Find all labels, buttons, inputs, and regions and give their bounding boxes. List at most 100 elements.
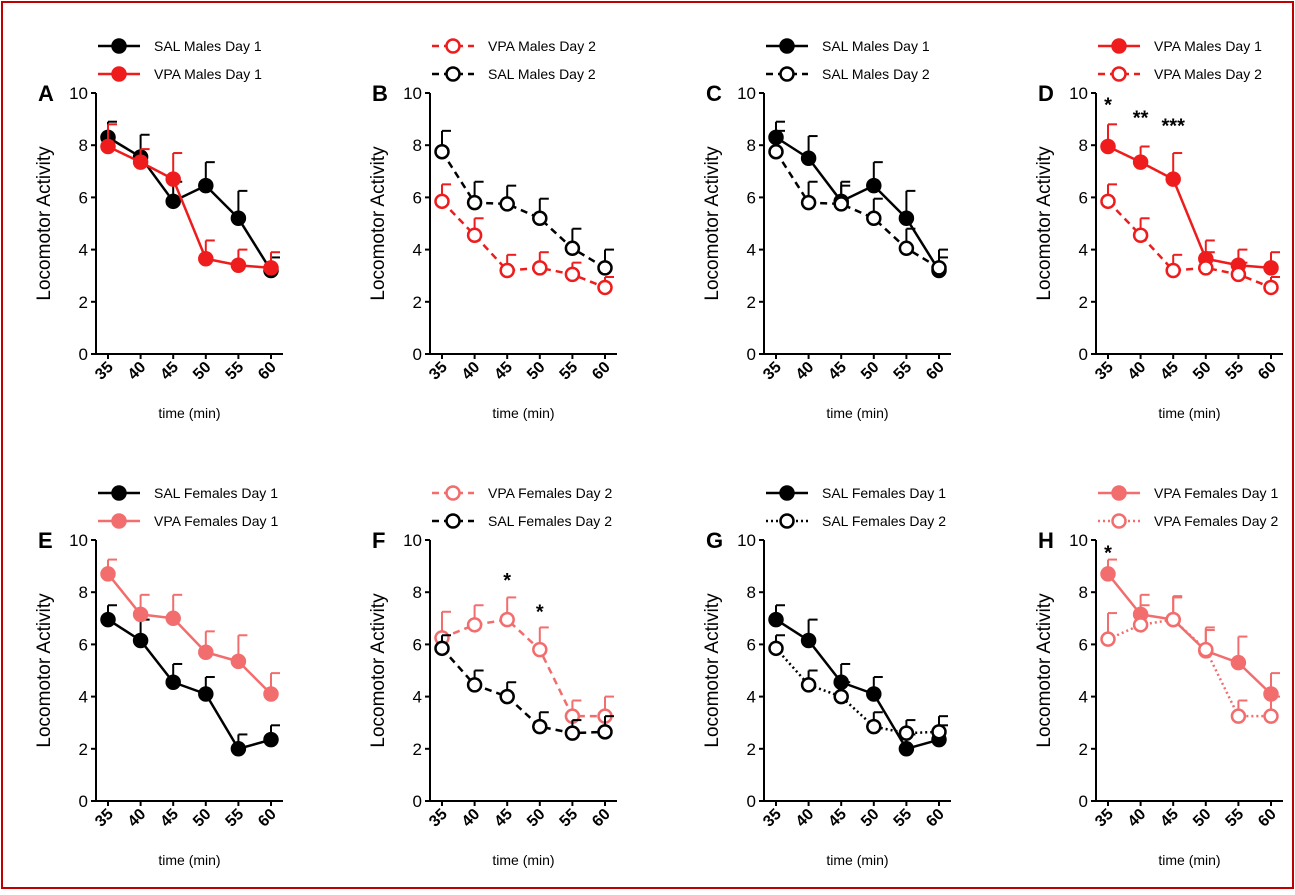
y-tick-label: 0: [1079, 792, 1088, 811]
data-point: [198, 644, 214, 660]
y-tick-label: 6: [747, 188, 756, 207]
data-point: [1230, 266, 1247, 283]
data-point: [1263, 260, 1279, 276]
x-tick-label: 60: [255, 806, 280, 831]
y-tick-label: 4: [747, 688, 756, 707]
legend-swatch-marker: [445, 485, 461, 501]
data-point: [100, 566, 116, 582]
x-tick-label: 55: [1223, 359, 1248, 384]
x-tick-label: 35: [426, 806, 451, 831]
y-tick-label: 4: [1079, 241, 1088, 260]
data-point: [499, 262, 515, 279]
data-point: [1100, 193, 1116, 210]
legend-swatch-marker: [1111, 485, 1127, 501]
data-point: [466, 617, 483, 633]
data-point: [1100, 138, 1116, 155]
y-tick-label: 10: [1069, 84, 1088, 103]
data-point: [198, 177, 214, 194]
data-point: [434, 193, 450, 210]
significance-marker: **: [1133, 107, 1149, 129]
x-tick-label: 35: [1092, 359, 1117, 384]
series-1: [434, 183, 614, 296]
legend-swatch-marker: [1111, 38, 1127, 54]
panel-label: C: [706, 81, 722, 106]
data-point: [564, 240, 581, 257]
x-tick-label: 60: [589, 806, 614, 831]
y-tick-label: 2: [747, 740, 756, 759]
data-point: [466, 194, 483, 211]
data-point: [768, 143, 784, 160]
data-point: [866, 210, 882, 227]
data-point: [499, 688, 515, 705]
data-point: [866, 686, 882, 702]
series-line: [1107, 200, 1272, 289]
series-2: [100, 123, 280, 276]
data-point: [1132, 154, 1149, 170]
x-tick-label: 45: [157, 806, 182, 831]
series-2: [1100, 596, 1280, 724]
data-point: [800, 632, 817, 649]
x-axis-label: time (min): [826, 852, 888, 868]
legend-swatch-marker: [1111, 66, 1127, 82]
y-tick-label: 8: [79, 583, 88, 602]
x-tick-label: 60: [923, 806, 948, 831]
series-1: [100, 604, 280, 757]
y-tick-label: 6: [747, 635, 756, 654]
y-tick-label: 2: [79, 740, 88, 759]
y-tick-label: 4: [413, 688, 422, 707]
x-tick-label: 40: [125, 806, 150, 831]
data-point: [532, 210, 548, 227]
legend-entry: SAL Males Day 1: [154, 38, 262, 54]
series-line: [441, 647, 606, 735]
series-1: [768, 120, 948, 279]
y-axis-label: Locomotor Activity: [1034, 146, 1055, 301]
legend-entry: VPA Females Day 1: [154, 513, 278, 529]
panel-a: A 0 2 4 6 8 10 35 40 45 50 55 60 time (min) Locomotor …: [34, 38, 283, 421]
y-tick-label: 2: [1079, 740, 1088, 759]
data-point: [499, 196, 515, 212]
x-tick-label: 40: [793, 359, 818, 384]
series-line: [774, 151, 940, 269]
y-tick-label: 0: [747, 792, 756, 811]
significance-marker: *: [503, 570, 511, 592]
legend-swatch-marker: [111, 485, 127, 501]
data-point: [434, 640, 450, 657]
x-tick-label: 35: [92, 359, 117, 384]
data-point: [800, 150, 817, 166]
legend-entry: SAL Females Day 1: [154, 485, 278, 501]
legend-swatch-marker: [445, 38, 461, 54]
y-tick-label: 8: [1079, 136, 1088, 155]
data-point: [263, 686, 279, 702]
y-tick-label: 4: [1079, 688, 1088, 707]
legend-swatch-marker: [111, 66, 127, 82]
data-point: [532, 641, 548, 658]
data-point: [230, 741, 247, 757]
x-tick-label: 45: [1157, 359, 1182, 384]
data-point: [833, 196, 849, 212]
data-point: [898, 741, 915, 757]
y-tick-label: 6: [413, 635, 422, 654]
x-axis-label: time (min): [1158, 405, 1220, 421]
data-point: [1263, 279, 1279, 296]
data-point: [100, 611, 116, 628]
x-tick-label: 45: [825, 806, 850, 831]
data-point: [1100, 566, 1116, 582]
x-tick-label: 60: [1255, 359, 1280, 384]
legend-swatch-marker: [779, 66, 795, 82]
data-point: [499, 611, 515, 628]
x-tick-label: 40: [459, 359, 484, 384]
legend-entry: VPA Males Day 1: [1154, 38, 1262, 54]
y-tick-label: 10: [737, 84, 756, 103]
x-tick-label: 55: [891, 806, 916, 831]
x-axis-label: time (min): [492, 405, 554, 421]
x-tick-label: 45: [1157, 806, 1182, 831]
data-point: [132, 606, 149, 623]
legend-entry: VPA Females Day 2: [1154, 513, 1278, 529]
legend-entry: VPA Males Day 2: [1154, 66, 1262, 82]
panel-f: F 0 2 4 6 8 10 35 40 45 50 55 60 time (min) Locomotor …: [368, 485, 617, 868]
legend-entry: VPA Males Day 1: [154, 66, 262, 82]
x-tick-label: 60: [255, 359, 280, 384]
data-point: [100, 138, 116, 155]
